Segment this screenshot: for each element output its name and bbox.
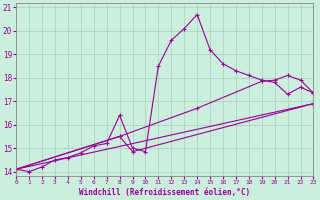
X-axis label: Windchill (Refroidissement éolien,°C): Windchill (Refroidissement éolien,°C) bbox=[79, 188, 250, 197]
